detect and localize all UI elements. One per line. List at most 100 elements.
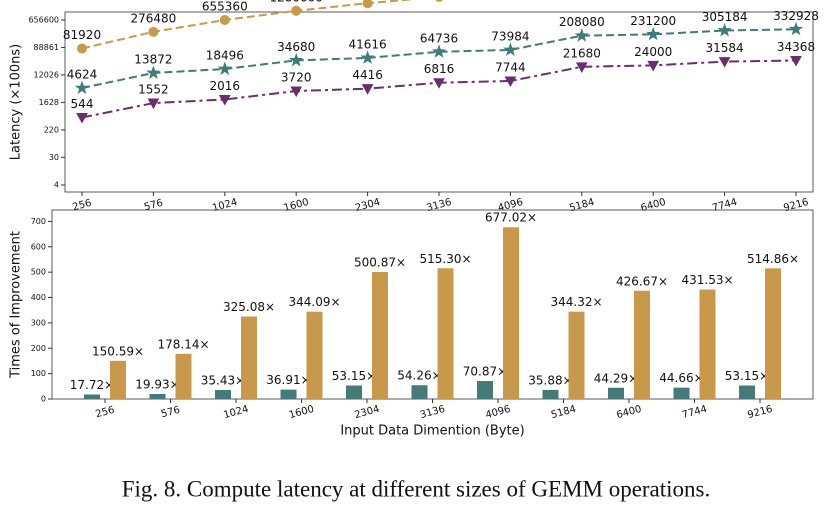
- x-tick-label: 9216: [782, 197, 809, 214]
- bar: [542, 389, 559, 399]
- value-label: 54.26×: [397, 369, 441, 383]
- value-label: 276480: [130, 11, 176, 25]
- value-label: 70.87×: [463, 365, 507, 379]
- value-label: 431.53×: [681, 273, 733, 287]
- value-label: 35.43×: [201, 374, 245, 388]
- value-label: 544: [71, 97, 94, 111]
- bar: [765, 268, 781, 399]
- point-marker: [717, 22, 732, 37]
- x-tick-label: 3136: [419, 404, 446, 421]
- bar: [306, 311, 323, 399]
- point-marker: [217, 61, 232, 76]
- value-label: 500.87×: [354, 255, 406, 269]
- point-marker: [647, 60, 660, 72]
- series-line: [81, 28, 797, 89]
- bar: [503, 227, 519, 399]
- x-tick-label: 256: [94, 405, 115, 421]
- bar: [346, 385, 362, 399]
- value-label: 305184: [702, 10, 748, 24]
- bar: [149, 393, 166, 399]
- point-marker: [574, 28, 589, 42]
- x-tick-label: 576: [143, 198, 164, 214]
- value-label: 18496: [206, 48, 244, 62]
- x-tick-label: 4096: [484, 404, 511, 421]
- y-tick-label: 30: [49, 153, 59, 162]
- caption: Fig. 8. Compute latency at different siz…: [122, 476, 711, 501]
- value-label: 53.15×: [725, 369, 769, 383]
- bar: [673, 387, 690, 399]
- point-marker: [504, 76, 517, 87]
- x-tick-label: 3136: [425, 197, 452, 214]
- y-tick-label: 12026: [34, 70, 59, 79]
- value-label: 150.59×: [92, 344, 144, 358]
- bar: [739, 385, 755, 399]
- point-marker: [575, 62, 588, 73]
- point-marker: [362, 0, 373, 9]
- value-label: 34680: [277, 40, 315, 54]
- point-marker: [788, 21, 804, 36]
- value-label: 36.91×: [266, 373, 310, 387]
- point-marker: [219, 14, 230, 25]
- value-label: 1280000: [269, 0, 322, 4]
- value-label: 44.29×: [594, 371, 638, 385]
- value-label: 514.86×: [747, 252, 799, 266]
- y-tick-label: 200: [31, 344, 46, 353]
- value-label: 35.88×: [528, 373, 572, 387]
- point-marker: [76, 112, 88, 124]
- value-label: 655360: [202, 0, 248, 13]
- value-label: 344.09×: [288, 295, 340, 309]
- x-tick-label: 5184: [550, 404, 577, 421]
- bar: [215, 390, 231, 399]
- point-marker: [435, 0, 443, 2]
- value-label: 21680: [563, 46, 601, 60]
- bar: [634, 290, 650, 399]
- bar: [84, 394, 100, 399]
- x-tick-label: 576: [160, 405, 181, 421]
- value-label: 1552: [138, 83, 169, 97]
- value-label: 325.08×: [223, 300, 275, 314]
- value-label: 13872: [134, 52, 172, 66]
- y-axis-label: Latency (×100ns): [9, 44, 24, 160]
- x-tick-label: 5184: [568, 197, 595, 214]
- bar: [411, 385, 428, 399]
- value-label: 53.15×: [332, 369, 376, 383]
- value-label: 515.30×: [419, 252, 471, 266]
- bar: [477, 381, 493, 399]
- x-tick-label: 6400: [640, 197, 667, 214]
- bar: [437, 268, 454, 399]
- point-marker: [361, 84, 374, 95]
- y-tick-label: 100: [31, 369, 46, 378]
- point-marker: [77, 43, 87, 54]
- point-marker: [718, 57, 731, 68]
- value-label: 4416: [352, 68, 383, 82]
- bar: [699, 289, 716, 399]
- value-label: 178.14×: [157, 337, 209, 351]
- bar: [568, 311, 585, 399]
- y-tick-label: 500: [31, 268, 46, 277]
- y-tick-label: 300: [31, 318, 46, 327]
- x-tick-label: 1600: [283, 197, 310, 214]
- x-tick-label: 7744: [711, 197, 738, 214]
- value-label: 19.93×: [135, 377, 179, 391]
- value-label: 332928: [773, 9, 819, 23]
- value-label: 3720: [281, 71, 312, 85]
- point-marker: [218, 94, 231, 106]
- value-label: 81920: [63, 28, 101, 42]
- point-marker: [433, 78, 445, 89]
- value-label: 231200: [630, 14, 676, 28]
- value-label: 24000: [634, 45, 672, 59]
- value-label: 4624: [67, 68, 98, 82]
- value-label: 426.67×: [616, 274, 668, 288]
- point-marker: [148, 26, 159, 37]
- y-axis-label: Times of Improvement: [9, 231, 24, 379]
- bar: [110, 360, 126, 399]
- x-tick-label: 2304: [354, 197, 381, 214]
- point-marker: [146, 65, 161, 80]
- y-tick-label: 400: [31, 293, 46, 302]
- x-axis-label: Input Data Dimention (Byte): [340, 424, 524, 439]
- value-label: 31584: [706, 41, 744, 55]
- value-label: 7744: [495, 60, 526, 74]
- bar: [280, 389, 297, 399]
- point-marker: [790, 55, 802, 67]
- x-tick-label: 9216: [746, 404, 773, 421]
